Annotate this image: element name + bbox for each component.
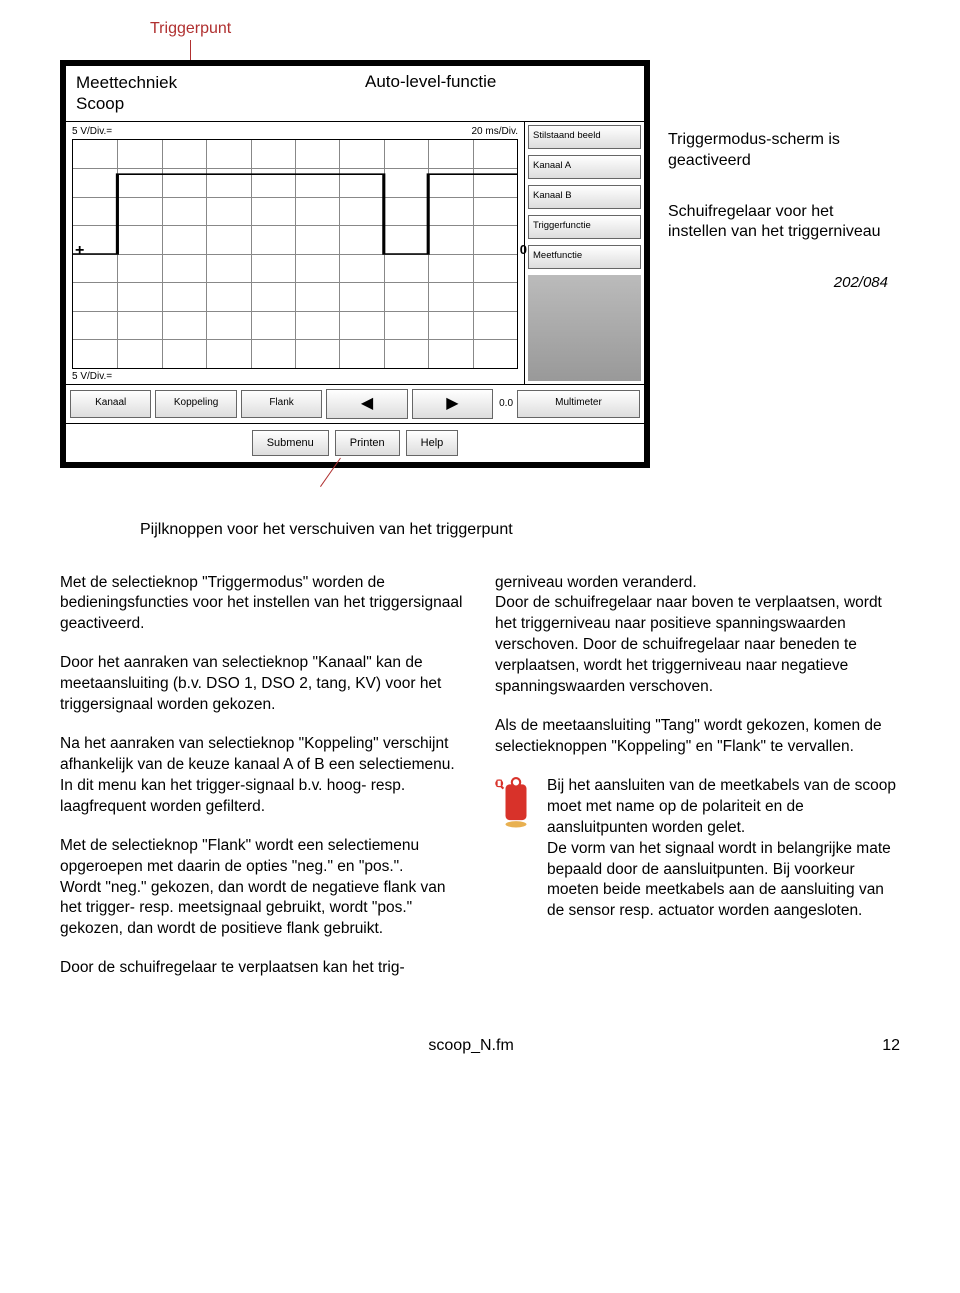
warning-icon	[495, 776, 537, 835]
para-2: Door het aanraken van selectieknop "Kana…	[60, 653, 465, 716]
title-line2: Scoop	[76, 94, 124, 113]
para-4: Met de selectieknop "Flank" wordt een se…	[60, 836, 465, 941]
vdiv-bottom-label: 5 V/Div.=	[72, 371, 518, 382]
footer-page-number: 12	[882, 1037, 900, 1055]
footer-filename: scoop_N.fm	[428, 1037, 513, 1055]
kanaal-a-button[interactable]: Kanaal A	[528, 155, 641, 179]
triggerfunctie-button[interactable]: Triggerfunctie	[528, 215, 641, 239]
vdiv-top-label: 5 V/Div.=	[72, 126, 112, 137]
msdiv-label: 20 ms/Div.	[472, 126, 519, 137]
waveform	[73, 140, 517, 368]
callout-schuif: Schuifregelaar voor het instellen van he…	[668, 202, 888, 244]
callout-line	[190, 40, 191, 60]
callout-pijlknoppen: Pijlknoppen voor het verschuiven van het…	[140, 521, 900, 539]
figure-ref: 202/084	[668, 273, 888, 293]
para-6: gerniveau worden veranderd. Door de schu…	[495, 573, 900, 699]
meetfunctie-button[interactable]: Meetfunctie	[528, 245, 641, 269]
arrow-left-button[interactable]: ◀	[326, 389, 407, 419]
para-5: Door de schuifregelaar te verplaatsen ka…	[60, 958, 465, 979]
warning-text: Bij het aansluiten van de meetkabels van…	[547, 776, 900, 922]
koppeling-button[interactable]: Koppeling	[155, 390, 236, 418]
side-button-panel: Stilstaand beeld Kanaal A Kanaal B Trigg…	[524, 122, 644, 384]
help-button[interactable]: Help	[406, 430, 459, 456]
arrow-right-button[interactable]: ▶	[412, 389, 493, 419]
stilstaand-button[interactable]: Stilstaand beeld	[528, 125, 641, 149]
multimeter-value: 0.0	[497, 398, 515, 409]
para-1: Met de selectieknop "Triggermodus" worde…	[60, 573, 465, 636]
callout-triggerpunt: Triggerpunt	[150, 20, 900, 38]
zero-marker: 0	[520, 242, 527, 257]
multimeter-button[interactable]: Multimeter	[517, 390, 640, 418]
para-7: Als de meetaansluiting "Tang" wordt geko…	[495, 716, 900, 758]
scope-grid: + 0	[72, 139, 518, 369]
device-title: Meettechniek Scoop	[66, 66, 355, 121]
callout-trigmodus: Triggermodus-scherm is geactiveerd	[668, 130, 888, 172]
column-left: Met de selectieknop "Triggermodus" worde…	[60, 573, 465, 998]
submenu-button[interactable]: Submenu	[252, 430, 329, 456]
kanaal-b-button[interactable]: Kanaal B	[528, 185, 641, 209]
para-3: Na het aanraken van selectieknop "Koppel…	[60, 734, 465, 818]
title-line1: Meettechniek	[76, 73, 177, 92]
column-right: gerniveau worden veranderd. Door de schu…	[495, 573, 900, 998]
kanaal-button[interactable]: Kanaal	[70, 390, 151, 418]
trigger-cross: +	[75, 242, 84, 260]
flank-button[interactable]: Flank	[241, 390, 322, 418]
printen-button[interactable]: Printen	[335, 430, 400, 456]
autolevel-label: Auto-level-functie	[355, 66, 644, 121]
trigger-level-slider[interactable]	[528, 275, 641, 381]
scope-device: Meettechniek Scoop Auto-level-functie 5 …	[60, 60, 650, 468]
